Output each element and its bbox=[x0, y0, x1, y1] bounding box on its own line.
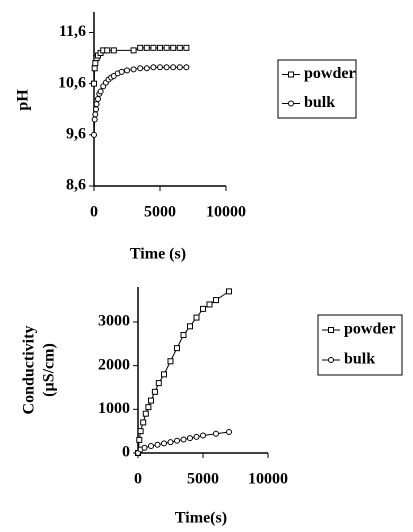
x-tick-label: 5000 bbox=[187, 471, 219, 488]
square-marker bbox=[157, 44, 163, 51]
circle-marker bbox=[137, 65, 144, 72]
x-tick-label: 10000 bbox=[248, 471, 288, 488]
x-tick-label: 0 bbox=[134, 471, 142, 488]
square-marker bbox=[110, 47, 117, 54]
square-marker bbox=[130, 47, 137, 54]
circle-marker bbox=[124, 67, 130, 74]
x-tick-label: 10000 bbox=[206, 204, 246, 221]
y-tick-label: 3000 bbox=[98, 313, 130, 330]
legend-box bbox=[317, 314, 403, 376]
square-marker bbox=[226, 288, 232, 295]
square-marker bbox=[151, 388, 158, 395]
square-marker bbox=[206, 301, 213, 308]
circle-marker bbox=[170, 64, 177, 71]
square-marker bbox=[92, 60, 99, 67]
circle-marker bbox=[130, 66, 137, 73]
x-tick-label: 0 bbox=[90, 204, 98, 221]
square-marker bbox=[163, 44, 170, 51]
square-marker bbox=[161, 371, 167, 378]
series-line bbox=[137, 290, 230, 454]
square-marker bbox=[140, 419, 147, 426]
square-marker bbox=[180, 332, 187, 339]
circle-marker bbox=[148, 443, 154, 450]
square-marker bbox=[137, 44, 144, 51]
y-tick-label: 0 bbox=[122, 444, 130, 461]
y-axis-label: (µS/cm) bbox=[41, 343, 58, 397]
square-marker bbox=[150, 44, 157, 51]
square-marker bbox=[167, 358, 174, 365]
circle-marker bbox=[226, 429, 232, 436]
circle-marker bbox=[92, 106, 99, 113]
y-axis-label: Conductivity bbox=[21, 326, 38, 415]
circle-marker bbox=[91, 131, 97, 138]
circle-marker bbox=[97, 88, 104, 95]
square-marker bbox=[213, 297, 219, 304]
square-marker bbox=[183, 44, 190, 51]
square-marker bbox=[187, 323, 193, 330]
circle-marker bbox=[213, 430, 219, 437]
y-tick-label: 2000 bbox=[98, 356, 130, 373]
x-axis-label: Time (s) bbox=[130, 246, 186, 263]
square-marker bbox=[91, 65, 98, 72]
legend-label: bulk bbox=[344, 351, 375, 368]
square-marker bbox=[104, 47, 111, 54]
circle-marker bbox=[157, 64, 163, 71]
x-tick-label: 5000 bbox=[144, 204, 176, 221]
square-marker bbox=[193, 314, 200, 321]
circle-marker bbox=[328, 357, 334, 363]
y-tick-label: 8,6 bbox=[66, 177, 86, 194]
square-marker bbox=[148, 397, 154, 404]
square-marker bbox=[176, 44, 183, 51]
circle-marker bbox=[167, 439, 174, 446]
legend-label: powder bbox=[304, 65, 356, 82]
legend-label: powder bbox=[344, 321, 396, 338]
circle-marker bbox=[141, 444, 148, 451]
y-tick-label: 10,6 bbox=[58, 74, 86, 91]
circle-marker bbox=[118, 68, 125, 75]
circle-marker bbox=[150, 64, 157, 71]
circle-marker bbox=[200, 432, 206, 439]
circle-marker bbox=[180, 436, 187, 443]
circle-marker bbox=[163, 64, 170, 71]
y-tick-label: 11,6 bbox=[59, 23, 86, 40]
square-marker bbox=[170, 44, 177, 51]
square-marker bbox=[155, 380, 162, 387]
circle-marker bbox=[92, 111, 99, 118]
legend-label: bulk bbox=[304, 94, 335, 111]
x-axis-label: Time(s) bbox=[175, 510, 227, 527]
circle-marker bbox=[193, 433, 200, 440]
circle-marker bbox=[161, 440, 167, 447]
y-tick-label: 1000 bbox=[98, 400, 130, 417]
square-marker bbox=[288, 71, 294, 78]
square-marker bbox=[143, 44, 150, 51]
square-marker bbox=[91, 80, 97, 87]
circle-marker bbox=[183, 64, 190, 71]
square-marker bbox=[145, 404, 152, 411]
square-marker bbox=[137, 428, 144, 435]
y-tick-label: 9,6 bbox=[66, 125, 86, 142]
legend-box bbox=[277, 59, 357, 119]
square-marker bbox=[328, 327, 334, 333]
y-axis-label: pH bbox=[15, 89, 32, 111]
square-marker bbox=[200, 305, 206, 312]
circle-marker bbox=[93, 101, 100, 108]
circle-marker bbox=[94, 96, 101, 102]
circle-marker bbox=[288, 100, 294, 107]
circle-marker bbox=[154, 441, 161, 448]
circle-marker bbox=[143, 65, 150, 72]
square-marker bbox=[174, 345, 180, 352]
circle-marker bbox=[91, 116, 98, 123]
circle-marker bbox=[174, 437, 180, 444]
square-marker bbox=[142, 410, 149, 417]
circle-marker bbox=[176, 64, 183, 71]
circle-marker bbox=[187, 435, 193, 442]
square-marker bbox=[136, 436, 143, 443]
